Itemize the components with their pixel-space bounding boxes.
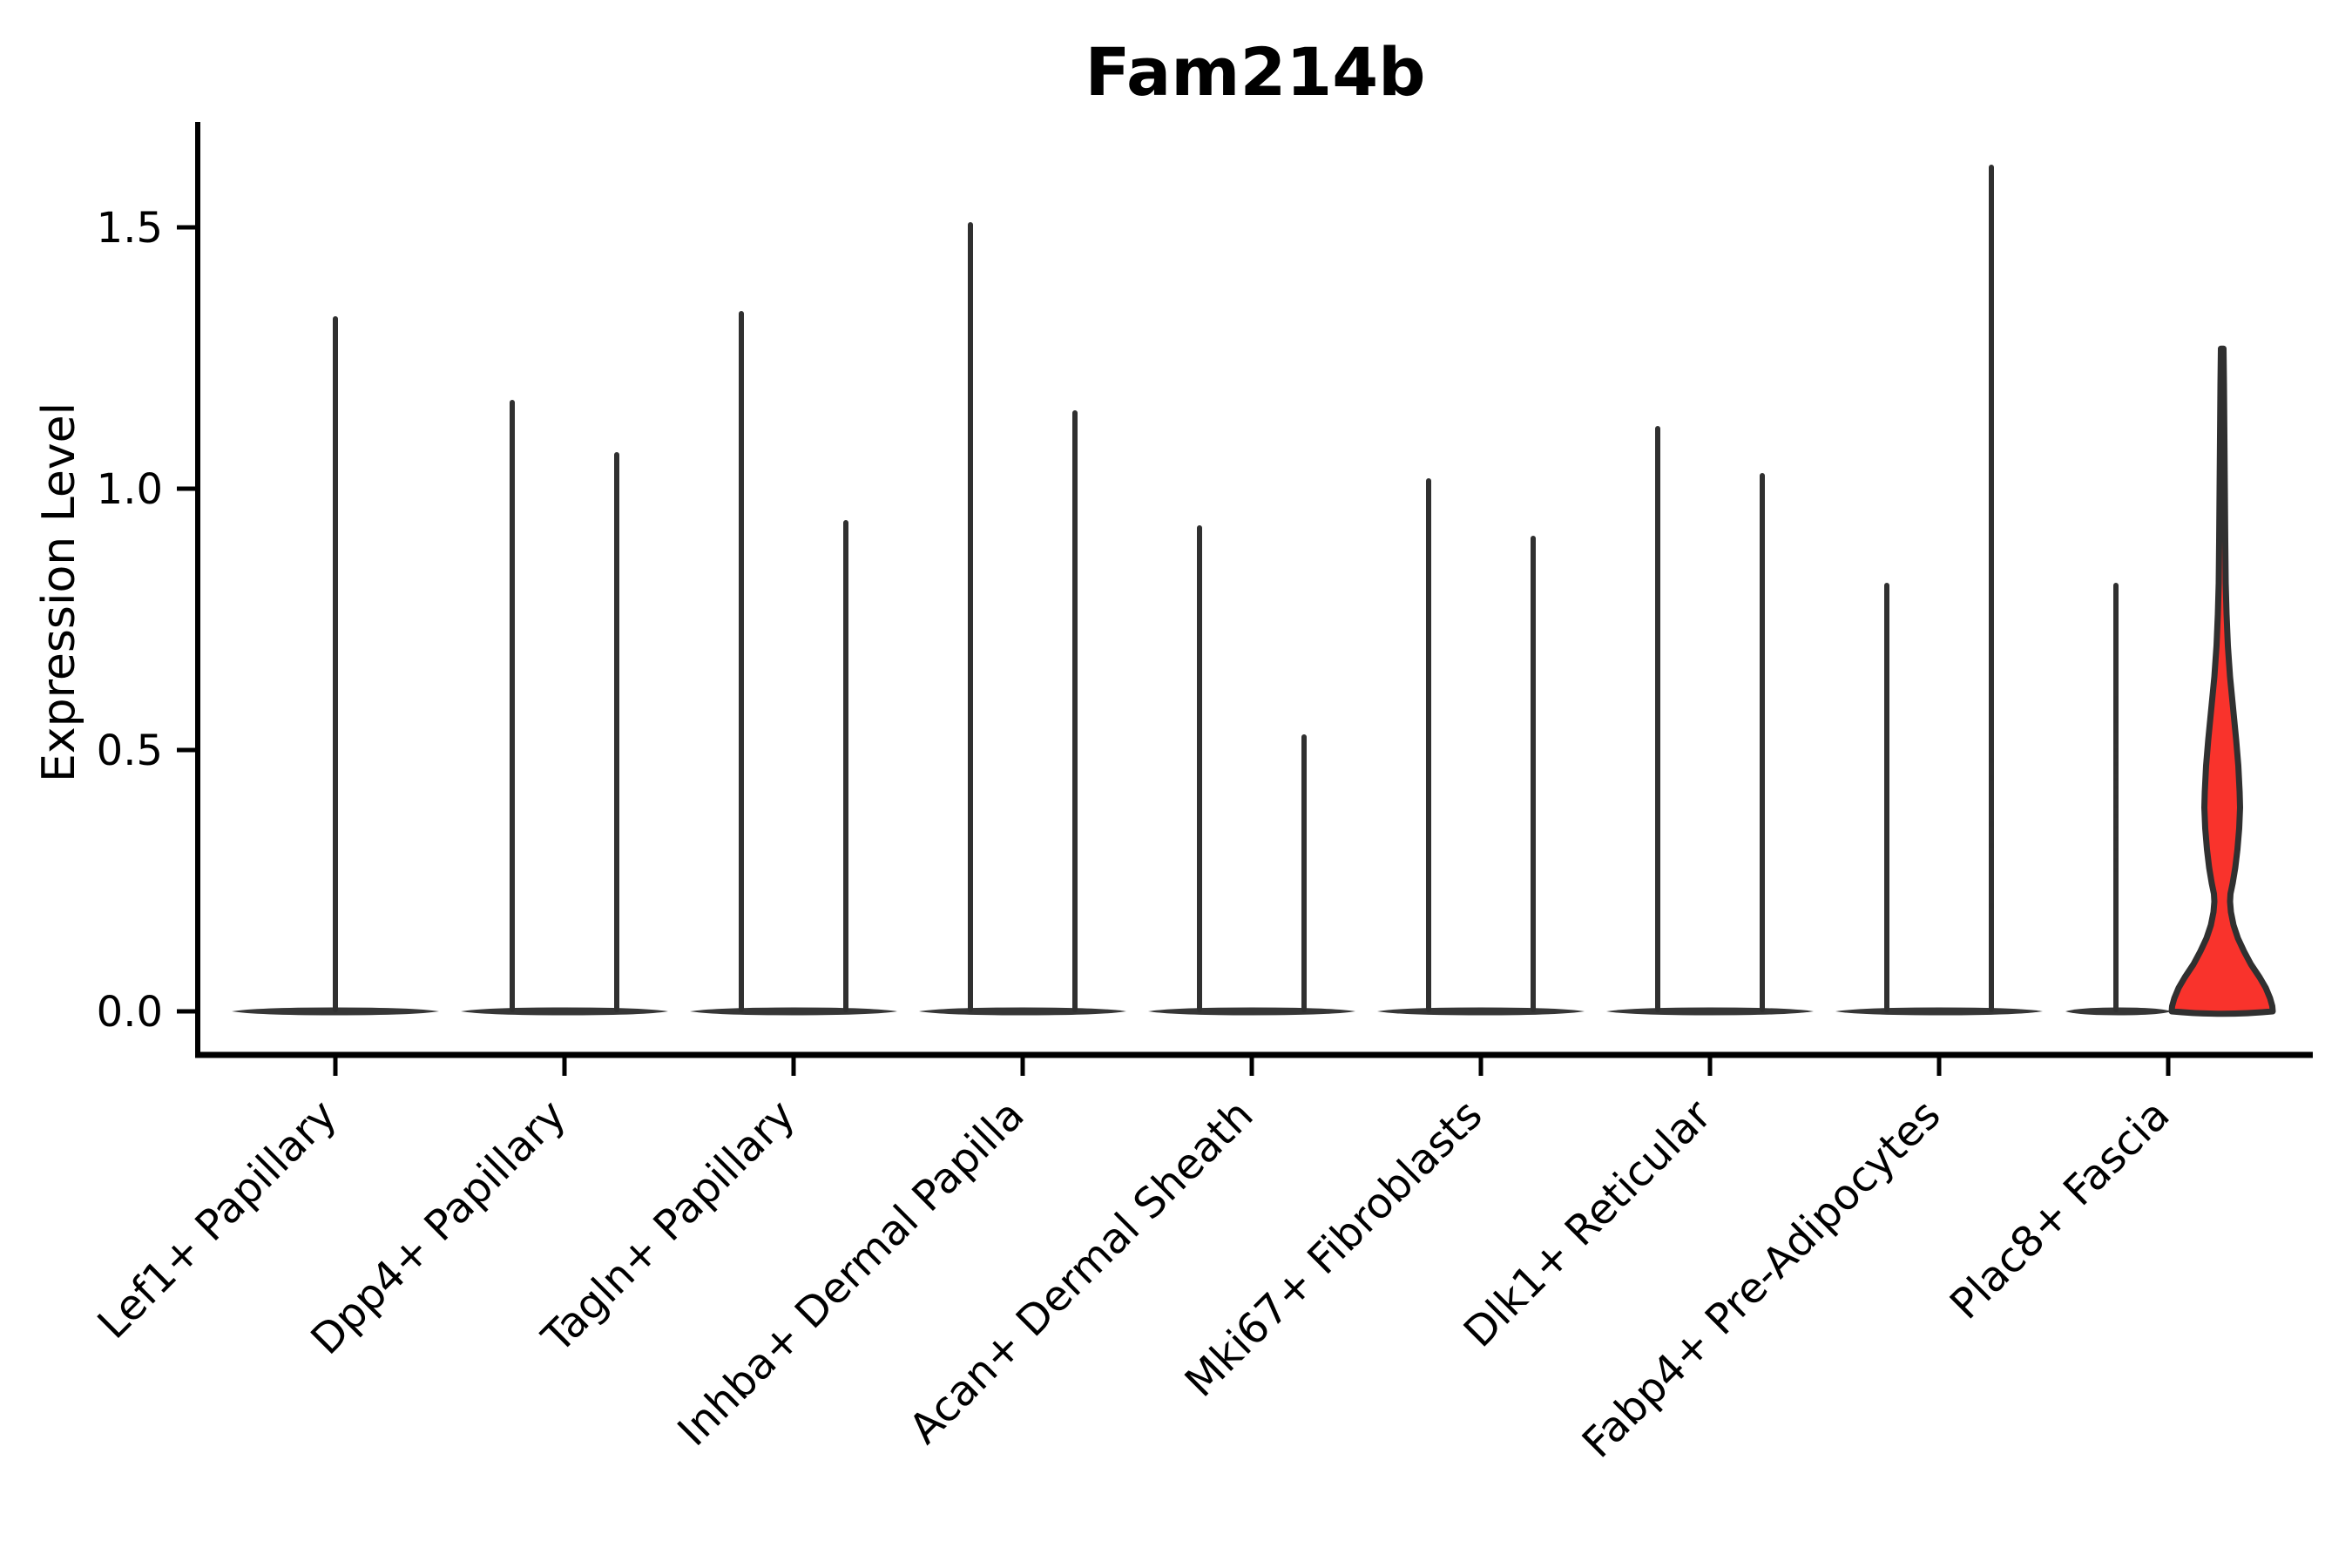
- expression-dot: [2113, 825, 2119, 829]
- expression-dot: [1989, 774, 1994, 781]
- expression-dot: [1198, 747, 1201, 751]
- expression-dot: [2113, 740, 2119, 745]
- expression-dot: [1989, 821, 1994, 828]
- violin-base: [1377, 1007, 1585, 1016]
- expression-dot: [1198, 563, 1201, 566]
- x-tick-label: Dpp4+ Papillary: [301, 1091, 575, 1364]
- y-tick-label: 0.0: [97, 988, 163, 1037]
- y-tick-label: 1.5: [97, 204, 163, 253]
- expression-dot: [2113, 770, 2119, 774]
- expression-dot: [2113, 719, 2119, 724]
- x-tick-label: Plac8+ Fascia: [1941, 1091, 2180, 1329]
- expression-dot: [2113, 786, 2119, 790]
- expression-dot: [2113, 868, 2119, 873]
- expression-dot: [2113, 857, 2119, 862]
- expression-dot: [1989, 842, 1994, 848]
- x-tick-label: Dlk1+ Reticular: [1455, 1091, 1721, 1357]
- y-tick-label: 1.0: [97, 465, 163, 514]
- expression-dot: [2113, 695, 2119, 700]
- expression-dot: [1989, 902, 1994, 909]
- expression-dot: [1989, 758, 1994, 763]
- expression-dot: [2113, 747, 2119, 753]
- y-axis-title: Expression Level: [33, 402, 85, 783]
- expression-dot: [2113, 794, 2119, 800]
- violin-base: [1606, 1007, 1814, 1016]
- expression-dot: [2113, 778, 2119, 782]
- expression-dot: [2113, 754, 2119, 759]
- expression-dot: [2113, 814, 2119, 819]
- violin-base: [2065, 1007, 2172, 1016]
- x-tick-label: Lef1+ Papillary: [89, 1091, 347, 1348]
- expression-dot: [2113, 762, 2119, 767]
- violin-base: [461, 1007, 668, 1016]
- chart-title: Fam214b: [1085, 33, 1426, 111]
- highlighted-violin-plac8-fascia: [2168, 345, 2276, 1017]
- violin-base: [690, 1007, 897, 1016]
- violin-base: [1835, 1007, 2043, 1016]
- expression-dot: [2113, 804, 2119, 808]
- expression-dot: [2113, 836, 2119, 841]
- y-tick-label: 0.5: [97, 727, 163, 775]
- expression-dot: [1198, 598, 1201, 602]
- violin-base: [1148, 1007, 1355, 1016]
- expression-dot: [1198, 632, 1201, 636]
- x-tick-label: Tagln+ Papillary: [532, 1091, 804, 1362]
- expression-dot: [2113, 847, 2119, 852]
- violin-base: [919, 1007, 1126, 1016]
- expression-dot: [2113, 729, 2119, 734]
